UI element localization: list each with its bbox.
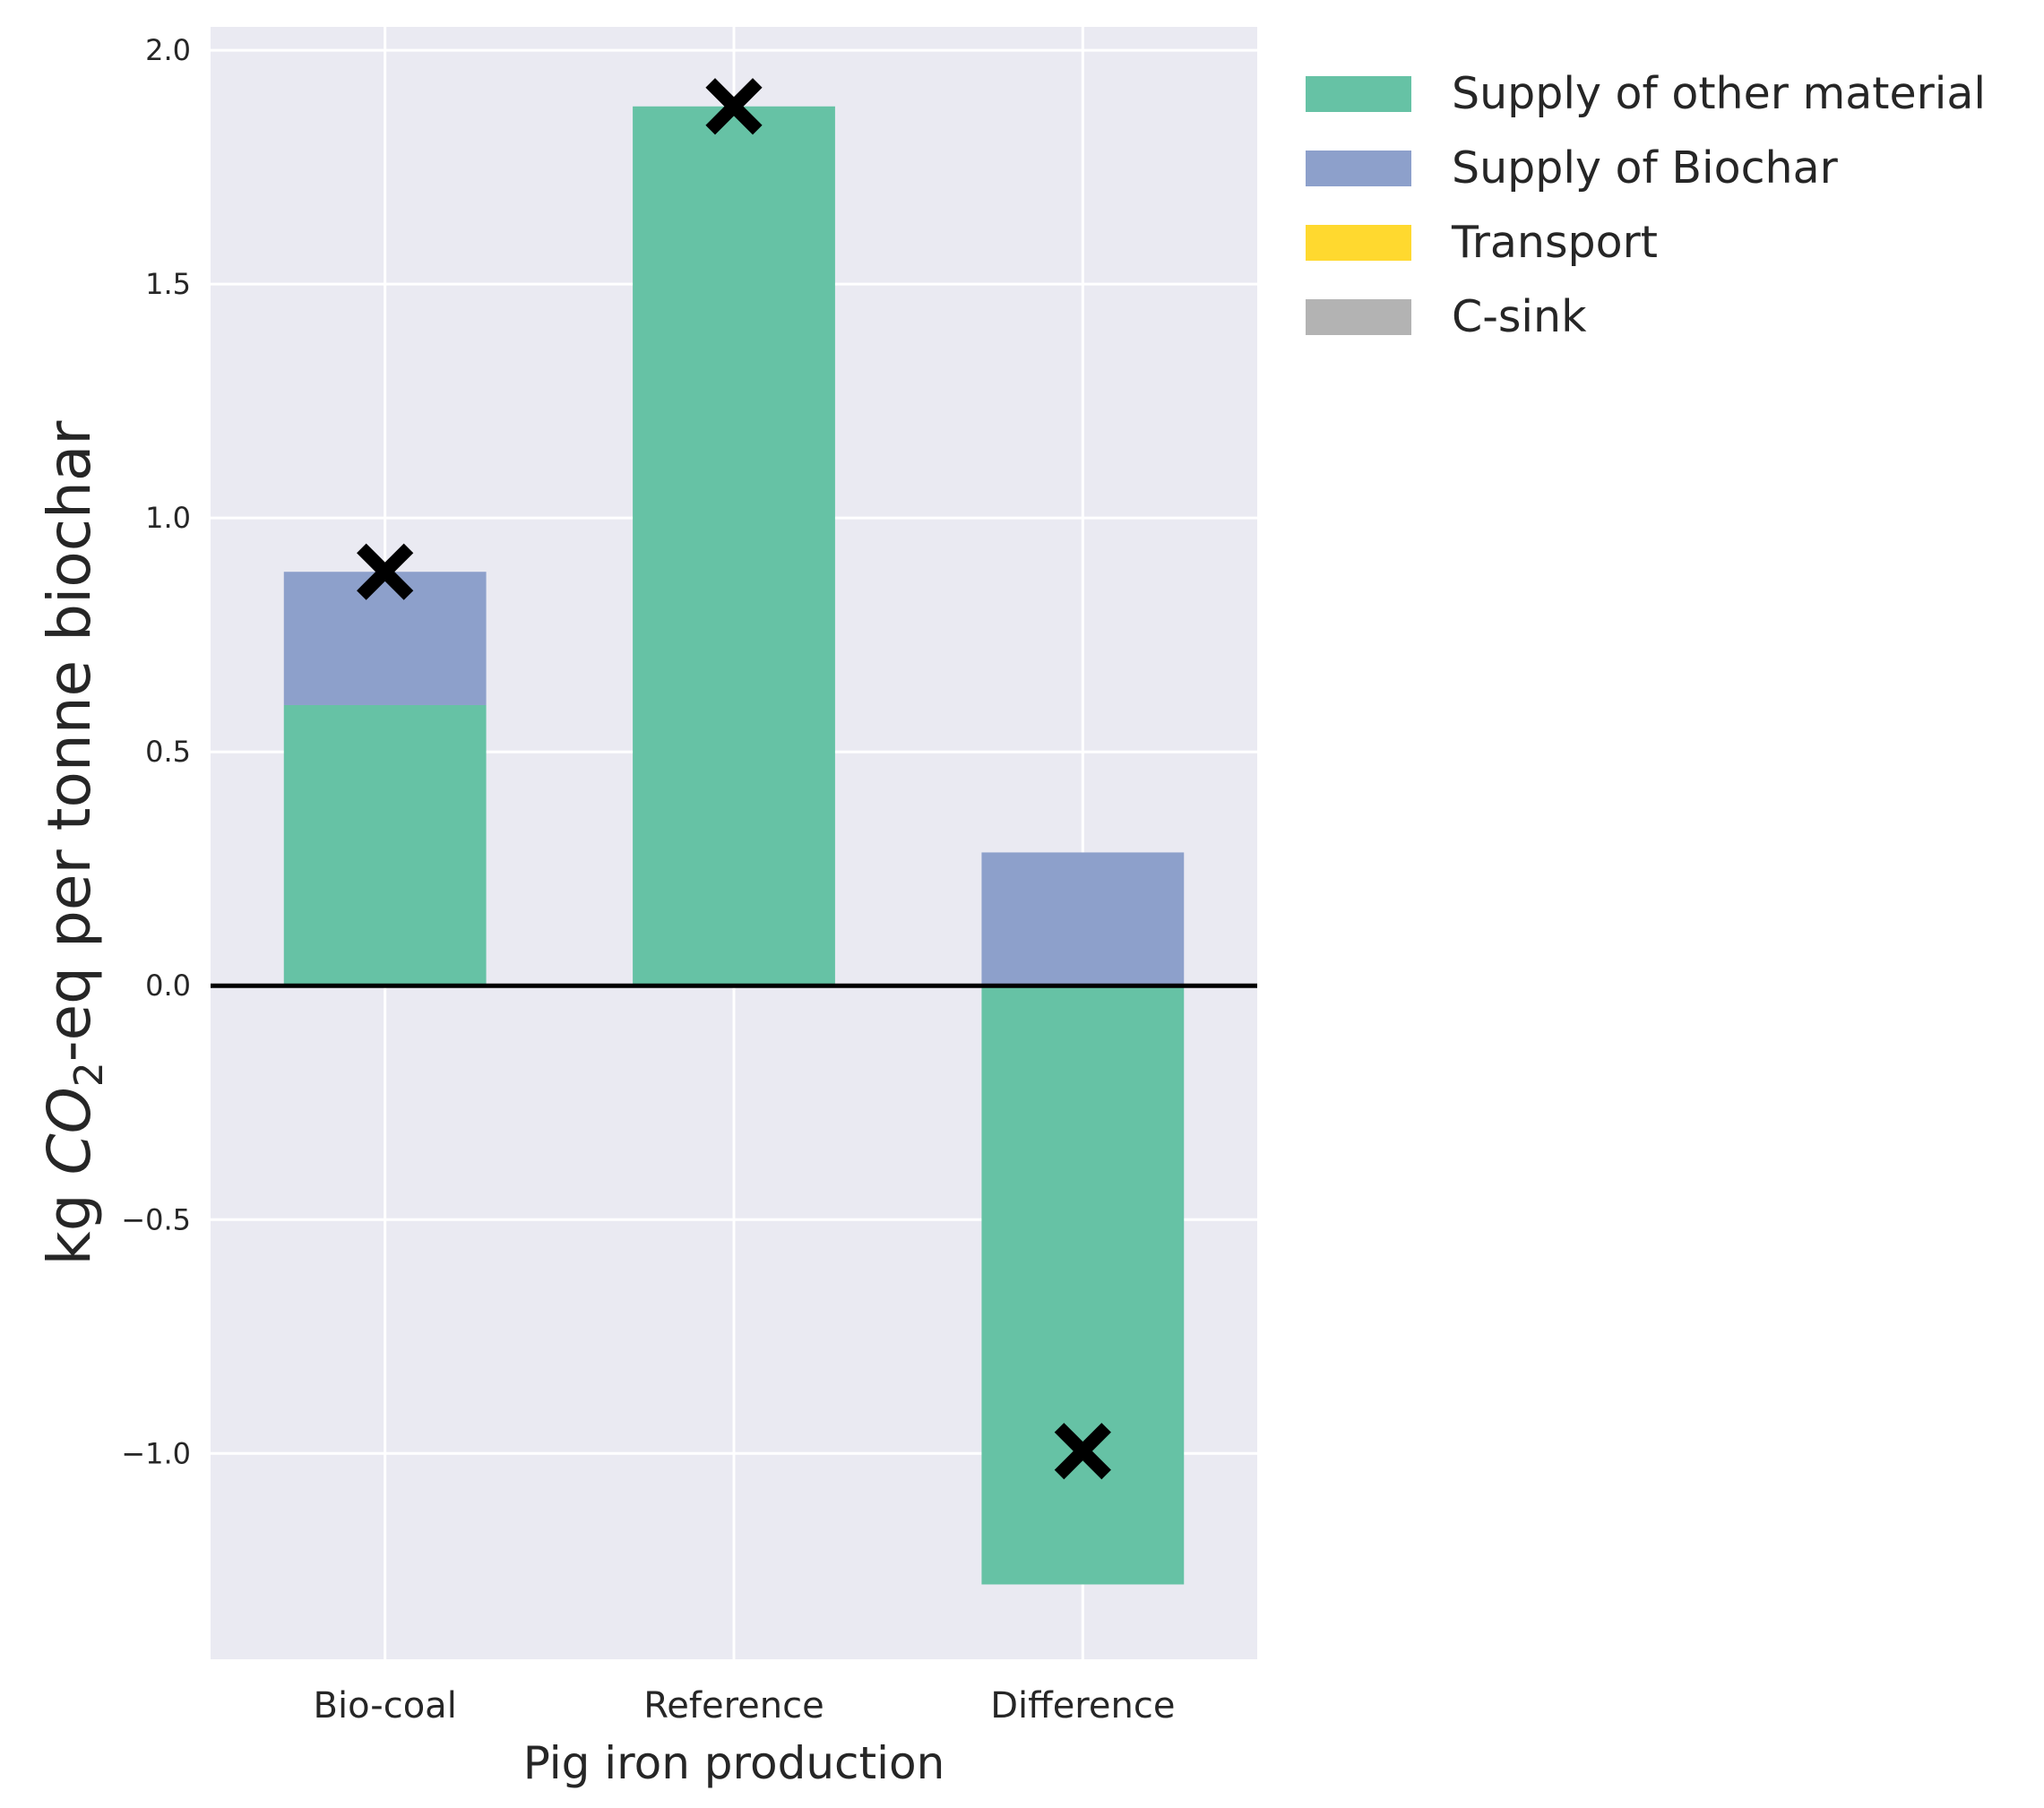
x-axis-label: Pig iron production — [523, 1737, 945, 1789]
x-tick-label: Bio-coal — [314, 1685, 457, 1726]
y-tick-label: 1.5 — [145, 267, 191, 301]
y-axis-label-suffix: -eq per tonne biochar — [35, 420, 104, 1063]
legend-swatch — [1306, 225, 1411, 261]
legend-label: Supply of other material — [1452, 68, 1986, 119]
total-marker — [357, 543, 414, 600]
total-marker — [1054, 1423, 1111, 1480]
y-tick-label: 1.0 — [145, 501, 191, 535]
bar-segment — [633, 106, 835, 986]
y-axis-label-prefix: kg — [35, 1175, 104, 1265]
bar-segment — [981, 852, 1185, 986]
y-tick-labels: −1.0 −0.5 0.0 0.5 1.0 1.5 2.0 — [121, 33, 191, 1470]
legend-label: Supply of Biochar — [1452, 142, 1839, 194]
y-axis-label-co2: CO — [35, 1087, 104, 1175]
legend-item: Supply of other material — [1306, 68, 1986, 119]
x-tick-label: Difference — [990, 1685, 1175, 1726]
legend: Supply of other material Supply of Biocha… — [1306, 68, 1986, 342]
total-marker — [705, 78, 763, 135]
legend-label: C-sink — [1452, 291, 1587, 342]
legend-item: C-sink — [1306, 291, 1587, 342]
legend-swatch — [1306, 151, 1411, 186]
y-tick-label: −0.5 — [121, 1202, 191, 1236]
y-axis-label-subscript: 2 — [66, 1062, 112, 1087]
legend-item: Transport — [1306, 217, 1658, 268]
legend-swatch — [1306, 299, 1411, 335]
y-tick-label: −1.0 — [121, 1436, 191, 1470]
total-markers — [357, 78, 1111, 1480]
y-tick-label: 0.0 — [145, 969, 191, 1003]
bar-segment — [981, 986, 1185, 1585]
y-tick-label: 0.5 — [145, 735, 191, 769]
bar-segment — [283, 704, 487, 986]
y-tick-label: 2.0 — [145, 33, 191, 67]
legend-label: Transport — [1451, 217, 1658, 268]
y-axis-label: kg CO2-eq per tonne biochar — [35, 420, 112, 1266]
x-tick-label: Reference — [643, 1685, 824, 1726]
bar-segment — [283, 572, 487, 705]
x-tick-labels: Bio-coal Reference Difference — [314, 1685, 1176, 1726]
legend-item: Supply of Biochar — [1306, 142, 1839, 194]
legend-swatch — [1306, 76, 1411, 112]
bars — [283, 106, 1185, 1585]
